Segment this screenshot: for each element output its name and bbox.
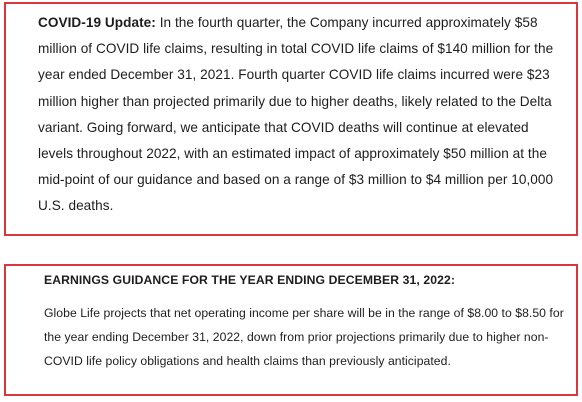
earnings-guidance-box: EARNINGS GUIDANCE FOR THE YEAR ENDING DE… [4,264,578,396]
covid-update-label: COVID-19 Update: [38,15,156,30]
covid-update-paragraph: COVID-19 Update: In the fourth quarter, … [38,10,566,220]
covid-update-body: In the fourth quarter, the Company incur… [38,15,554,214]
earnings-guidance-body: Globe Life projects that net operating i… [44,306,564,368]
covid-update-box: COVID-19 Update: In the fourth quarter, … [4,2,578,236]
earnings-guidance-heading: EARNINGS GUIDANCE FOR THE YEAR ENDING DE… [44,273,456,287]
